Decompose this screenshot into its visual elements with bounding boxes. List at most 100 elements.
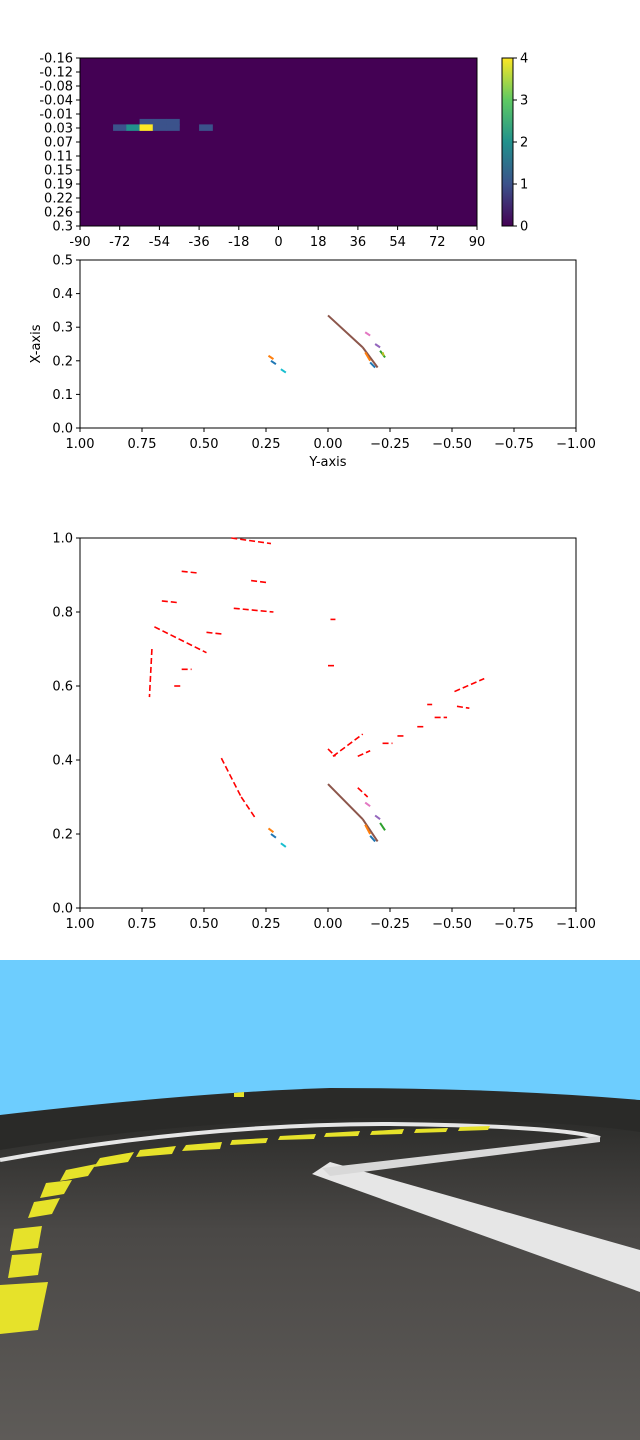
heatmap-cell bbox=[166, 124, 180, 131]
x-tick-label: 90 bbox=[469, 235, 486, 250]
x-tick-label: −1.00 bbox=[556, 437, 596, 452]
x-tick-label: −0.25 bbox=[370, 437, 410, 452]
colorbar-ticks: 0 1 2 3 4 bbox=[513, 52, 528, 235]
x-tick-label: 1.00 bbox=[66, 917, 95, 932]
x-tick-label: 1.00 bbox=[66, 437, 95, 452]
red-dashed-segment bbox=[161, 600, 180, 604]
y-ticks: 0.0 0.2 0.4 0.6 0.8 1.0 bbox=[52, 532, 80, 917]
series-group bbox=[267, 314, 386, 374]
plot-frame bbox=[79, 259, 577, 429]
series-line bbox=[381, 352, 385, 357]
red-dashed-segment bbox=[456, 705, 470, 709]
x-tick-label: 0.00 bbox=[314, 437, 343, 452]
x-ticks: 1.00 0.75 0.50 0.25 0.00 −0.25 −0.50 −0.75 −1.00 bbox=[66, 428, 596, 452]
colorbar-tick-label: 1 bbox=[520, 178, 528, 193]
heatmap-cell bbox=[139, 118, 154, 126]
colorbar-tick-label: 0 bbox=[520, 220, 528, 235]
series-line bbox=[364, 824, 372, 835]
x-tick-label: 0.50 bbox=[190, 917, 219, 932]
red-dashed-segments bbox=[148, 537, 485, 820]
red-dashed-segment bbox=[148, 648, 153, 698]
y-ticks: 0.0 0.1 0.2 0.3 0.4 0.5 bbox=[52, 254, 80, 437]
red-dashed-segment bbox=[357, 750, 371, 758]
series-line bbox=[361, 818, 379, 842]
y-tick-label: 0.26 bbox=[44, 206, 73, 221]
red-dashed-segment bbox=[154, 626, 207, 654]
heatmap-cell bbox=[139, 124, 154, 131]
red-dashed-segment bbox=[327, 748, 337, 757]
y-tick-label: 0.2 bbox=[52, 828, 73, 843]
y-tick-label: 0.3 bbox=[52, 220, 73, 235]
series-line bbox=[364, 351, 372, 362]
y-tick-label: 0.4 bbox=[52, 754, 73, 769]
series-line bbox=[270, 359, 277, 365]
x-tick-label: −0.50 bbox=[432, 437, 472, 452]
series-line bbox=[364, 801, 371, 808]
x-tick-label: 18 bbox=[310, 235, 327, 250]
x-ticks: 1.00 0.75 0.50 0.25 0.00 −0.25 −0.50 −0.75 −1.00 bbox=[66, 908, 596, 932]
y-tick-label: 0.2 bbox=[52, 354, 73, 369]
red-dashed-segment bbox=[220, 757, 242, 798]
series-group bbox=[267, 783, 386, 848]
y-tick-label: 0.19 bbox=[44, 178, 73, 193]
y-tick-label: 0.3 bbox=[52, 321, 73, 336]
line-chart-top: 1.00 0.75 0.50 0.25 0.00 −0.25 −0.50 −0.75 −1.00… bbox=[29, 254, 596, 471]
red-dashed-segment bbox=[240, 796, 257, 820]
heatmap-cell bbox=[113, 124, 127, 131]
y-tick-label: 1.0 bbox=[52, 532, 73, 547]
x-tick-label: −0.75 bbox=[494, 437, 534, 452]
red-dashed-segment bbox=[454, 677, 485, 693]
heatmap-x-ticks: -90 -72 -54 -36 -18 0 18 36 54 72 90 bbox=[69, 226, 485, 250]
heatmap-background bbox=[80, 58, 477, 226]
series-line bbox=[361, 346, 379, 369]
y-tick-label: 0.07 bbox=[44, 136, 73, 151]
y-tick-label: 0.03 bbox=[44, 122, 73, 137]
red-dashed-segment bbox=[231, 537, 272, 545]
colorbar-tick-label: 4 bbox=[520, 52, 528, 67]
series-line bbox=[369, 361, 376, 369]
red-dashed-segment bbox=[233, 607, 274, 613]
x-tick-label: 0.50 bbox=[190, 437, 219, 452]
y-tick-label: -0.12 bbox=[39, 66, 73, 81]
x-tick-label: 72 bbox=[429, 235, 446, 250]
series-line bbox=[374, 343, 381, 349]
y-tick-label: 0.0 bbox=[52, 422, 73, 437]
series-line bbox=[364, 331, 371, 337]
y-tick-label: -0.08 bbox=[39, 80, 73, 95]
x-tick-label: -72 bbox=[109, 235, 130, 250]
x-tick-label: 36 bbox=[350, 235, 367, 250]
x-tick-label: -90 bbox=[69, 235, 90, 250]
series-line bbox=[280, 842, 287, 848]
y-tick-label: 0.5 bbox=[52, 254, 73, 269]
x-axis-label: Y-axis bbox=[308, 455, 346, 470]
red-dashed-segment bbox=[357, 787, 369, 798]
x-tick-label: 0.25 bbox=[252, 437, 281, 452]
red-dashed-segment bbox=[251, 579, 267, 584]
heatmap-cell bbox=[152, 124, 167, 131]
series-line bbox=[327, 314, 364, 349]
y-tick-label: 0.4 bbox=[52, 287, 73, 302]
x-tick-label: −0.25 bbox=[370, 917, 410, 932]
heatmap-cell bbox=[199, 124, 213, 131]
yellow-centerline bbox=[0, 1092, 490, 1334]
red-dashed-segment bbox=[181, 570, 200, 574]
heatmap-cells bbox=[113, 118, 213, 131]
y-axis-label: X-axis bbox=[29, 324, 44, 363]
asphalt bbox=[0, 1118, 640, 1440]
heatmap-cell bbox=[126, 124, 141, 131]
x-tick-label: -54 bbox=[149, 235, 170, 250]
x-tick-label: −0.75 bbox=[494, 917, 534, 932]
x-tick-label: 0 bbox=[274, 235, 282, 250]
x-tick-label: 0.00 bbox=[314, 917, 343, 932]
y-tick-label: 0.8 bbox=[52, 606, 73, 621]
y-tick-label: -0.04 bbox=[39, 94, 73, 109]
series-line bbox=[270, 833, 277, 839]
line-chart-bottom: 1.00 0.75 0.50 0.25 0.00 −0.25 −0.50 −0.75 −1.00… bbox=[52, 532, 596, 933]
y-tick-label: 0.22 bbox=[44, 192, 73, 207]
colorbar-tick-label: 3 bbox=[520, 94, 528, 109]
series-line bbox=[280, 368, 287, 374]
y-tick-label: 0.11 bbox=[44, 150, 73, 165]
y-tick-label: 0.1 bbox=[52, 388, 73, 403]
red-dashed-segment bbox=[206, 631, 224, 635]
